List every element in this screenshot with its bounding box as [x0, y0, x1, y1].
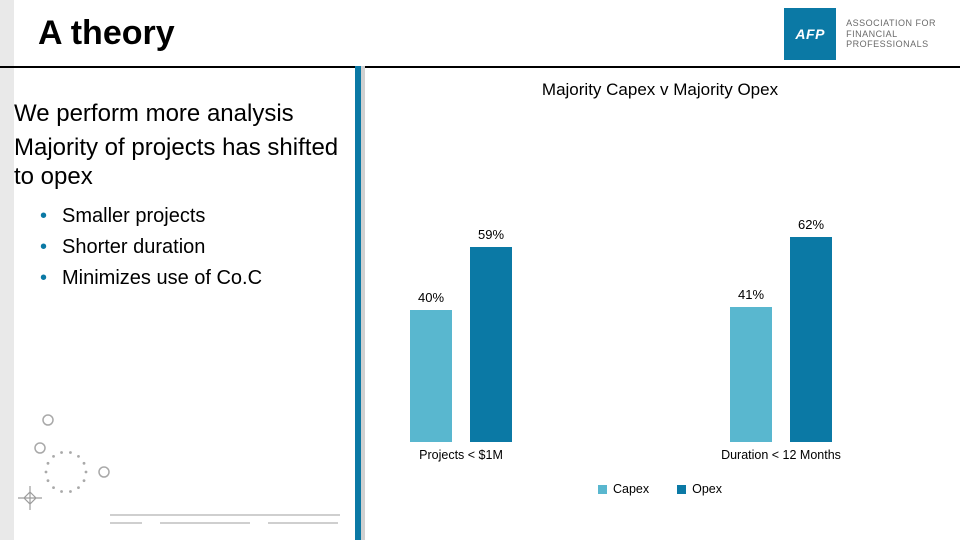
legend-label: Opex: [692, 482, 722, 496]
bar: 62%: [790, 237, 832, 442]
footer-placeholder-lines: [110, 514, 340, 524]
x-axis-labels: Projects < $1M Duration < 12 Months: [380, 442, 940, 468]
bar: 40%: [410, 310, 452, 442]
bar-value-label: 62%: [790, 217, 832, 232]
bar-value-label: 40%: [410, 290, 452, 305]
logo-abbrev: AFP: [795, 26, 825, 42]
bullet-item: Smaller projects: [62, 203, 341, 230]
lead-text-2: Majority of projects has shifted to opex: [14, 134, 341, 191]
logo-text: ASSOCIATION FOR FINANCIAL PROFESSIONALS: [846, 18, 936, 50]
logo-line1: ASSOCIATION FOR: [846, 18, 936, 29]
logo-line2: FINANCIAL: [846, 29, 936, 40]
bullet-list: Smaller projects Shorter duration Minimi…: [14, 203, 341, 292]
bar-value-label: 41%: [730, 287, 772, 302]
bar: 59%: [470, 247, 512, 442]
legend-swatch: [598, 485, 607, 494]
legend-swatch: [677, 485, 686, 494]
x-axis-label: Duration < 12 Months: [711, 448, 851, 462]
left-accent-bar: [0, 0, 14, 540]
chart-area: Majority Capex v Majority Opex 40% 59% 41%…: [380, 80, 940, 520]
legend-item: Capex: [598, 482, 649, 496]
logo-box: AFP: [784, 8, 836, 60]
bullet-item: Shorter duration: [62, 234, 341, 261]
slide-title: A theory: [38, 14, 175, 53]
text-column: We perform more analysis Majority of pro…: [14, 100, 349, 296]
lead-text-1: We perform more analysis: [14, 100, 341, 128]
vertical-separator-shadow: [361, 66, 365, 540]
x-axis-label: Projects < $1M: [391, 448, 531, 462]
bar-chart: 40% 59% 41% 62%: [380, 112, 940, 442]
legend-label: Capex: [613, 482, 649, 496]
legend-item: Opex: [677, 482, 722, 496]
chart-legend: Capex Opex: [380, 482, 940, 496]
bullet-item: Minimizes use of Co.C: [62, 265, 341, 292]
bar-value-label: 59%: [470, 227, 512, 242]
bar: 41%: [730, 307, 772, 442]
chart-title: Majority Capex v Majority Opex: [380, 80, 940, 100]
logo-line3: PROFESSIONALS: [846, 39, 936, 50]
decor-graphic: [18, 400, 218, 520]
title-rule: [0, 66, 960, 68]
logo: AFP ASSOCIATION FOR FINANCIAL PROFESSION…: [784, 8, 936, 60]
